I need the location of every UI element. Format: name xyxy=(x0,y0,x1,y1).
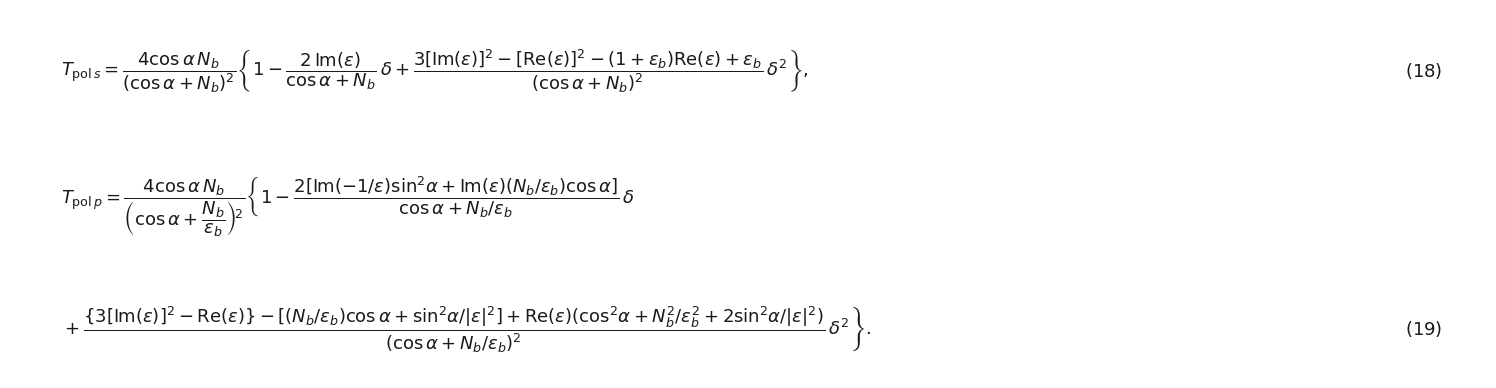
Text: $T_{\mathrm{pol}\,p}=\dfrac{4\cos\alpha\, N_b}{\left(\cos\alpha+\dfrac{N_b}{\eps: $T_{\mathrm{pol}\,p}=\dfrac{4\cos\alpha\… xyxy=(61,173,634,237)
Text: $(18)$: $(18)$ xyxy=(1405,61,1442,81)
Text: $\left.+\dfrac{\{3[\mathrm{Im}(\epsilon)]^2-\mathrm{Re}(\epsilon)\}-[(N_b/\epsil: $\left.+\dfrac{\{3[\mathrm{Im}(\epsilon)… xyxy=(61,304,872,354)
Text: $(19)$: $(19)$ xyxy=(1405,319,1442,339)
Text: $T_{\mathrm{pol}\,s}=\dfrac{4\cos\alpha\, N_b}{(\cos\alpha+N_b)^2}\left\{1-\dfra: $T_{\mathrm{pol}\,s}=\dfrac{4\cos\alpha\… xyxy=(61,47,809,95)
